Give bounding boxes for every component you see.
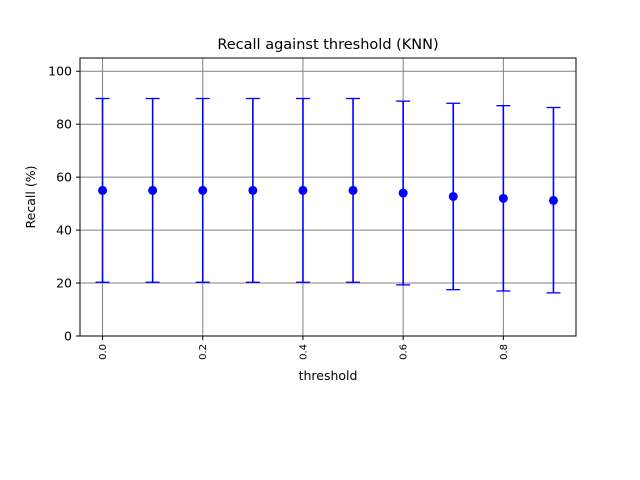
x-tick-label: 0.0 [98,344,109,360]
x-tick-label: 0.6 [399,344,410,360]
data-point [348,185,358,195]
x-tick-label: 0.2 [198,344,209,360]
data-point [248,185,258,195]
x-tick-label: 0.4 [298,344,309,360]
y-tick-label: 80 [56,117,72,132]
chart-title: Recall against threshold (KNN) [217,37,438,53]
y-tick-label: 100 [48,64,72,79]
x-tick-label: 0.8 [499,344,510,360]
plot-frame [79,57,577,337]
data-point [98,185,108,195]
y-axis-label: Recall (%) [23,166,38,229]
error-bars [95,97,561,294]
y-axis: 0 20 40 60 80 100 [48,64,80,344]
data-point [148,185,158,195]
data-point [298,185,308,195]
y-tick-label: 40 [56,223,72,238]
x-axis: 0.0 0.2 0.4 0.6 0.8 [98,336,510,360]
data-point [448,191,458,201]
x-axis-label: threshold [299,368,358,383]
y-tick-label: 60 [56,170,72,185]
data-point [198,185,208,195]
y-tick-label: 0 [64,329,72,344]
data-point [498,193,508,203]
grid [80,58,576,337]
data-point [398,188,408,198]
data-points [98,185,558,205]
data-point [548,195,558,205]
y-tick-label: 20 [56,276,72,291]
